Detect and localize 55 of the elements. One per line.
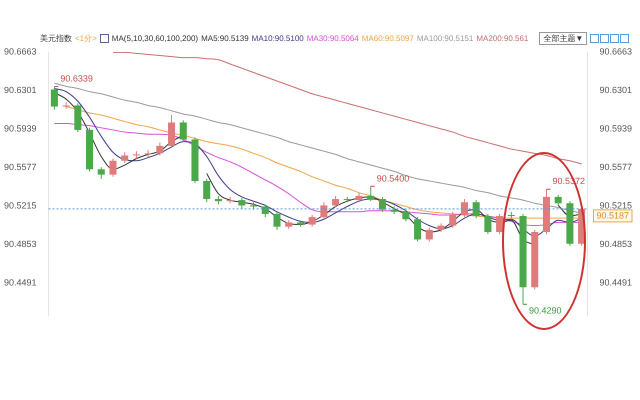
- candlestick: [355, 192, 363, 203]
- text: MA5:90.5139: [201, 34, 249, 43]
- candlestick: [320, 202, 328, 220]
- y2-tick-label: 90.5939: [599, 123, 632, 134]
- candlestick: [460, 198, 468, 218]
- text: 全部主题▼: [539, 32, 588, 45]
- candlestick: [414, 216, 422, 242]
- candlestick: [484, 213, 492, 235]
- annotation: 90.6339: [60, 73, 93, 84]
- candlestick: [332, 195, 340, 208]
- text: MA30:90.5064: [306, 34, 359, 43]
- candlestick: [273, 211, 281, 230]
- candlestick: [449, 211, 456, 228]
- candlestick: [98, 166, 105, 180]
- y2-tick-label: 90.4491: [599, 277, 632, 288]
- text: MA10:90.5100: [252, 34, 304, 43]
- y-tick-label: 90.5939: [4, 123, 37, 134]
- y2-tick-label: 90.4853: [599, 238, 632, 249]
- annotation: 90.5400: [376, 173, 410, 184]
- candlestick: [378, 196, 386, 212]
- candlestick: [308, 214, 316, 228]
- candlestick: [168, 114, 176, 149]
- candlestick: [367, 186, 374, 202]
- text: MA200:90.561: [476, 34, 528, 43]
- y2-tick-label: 90.5215: [599, 200, 632, 210]
- candlestick: [203, 178, 210, 203]
- candlestick: [554, 194, 562, 206]
- y-tick-label: 90.6663: [4, 46, 37, 56]
- y2-tick-label: 90.5577: [599, 162, 632, 172]
- y-tick-label: 90.4491: [4, 277, 37, 288]
- candlestick: [121, 152, 128, 164]
- candlestick: [156, 142, 164, 156]
- chart-title: 美元指数: [40, 33, 72, 44]
- candlestick: [496, 213, 504, 235]
- candlestick: [472, 200, 480, 219]
- candlestick: [238, 197, 246, 210]
- line-series: [112, 52, 582, 164]
- y2-tick-label: 90.6663: [599, 46, 632, 56]
- text: MA60:90.5097: [362, 34, 414, 43]
- candlestick: [426, 227, 433, 242]
- text: MA(5,10,30,60,100,200): [112, 34, 198, 43]
- y-tick-label: 90.5577: [4, 162, 37, 172]
- y2-tick-label: 90.6301: [599, 84, 632, 95]
- y-tick-label: 90.6301: [4, 84, 37, 95]
- text: MA100:90.5151: [416, 34, 474, 43]
- y-tick-label: 90.4853: [4, 238, 37, 249]
- candlestick: [109, 158, 116, 178]
- chart-subtitle: <1分>: [75, 33, 97, 44]
- ref-line-label: 90.5187: [596, 210, 630, 220]
- annotation: 90.4290: [529, 305, 562, 316]
- candlestick: [50, 86, 58, 110]
- candlestick: [262, 204, 269, 218]
- candlestick: [180, 120, 187, 142]
- candlestick: [402, 209, 410, 222]
- y-tick-label: 90.5215: [4, 200, 37, 210]
